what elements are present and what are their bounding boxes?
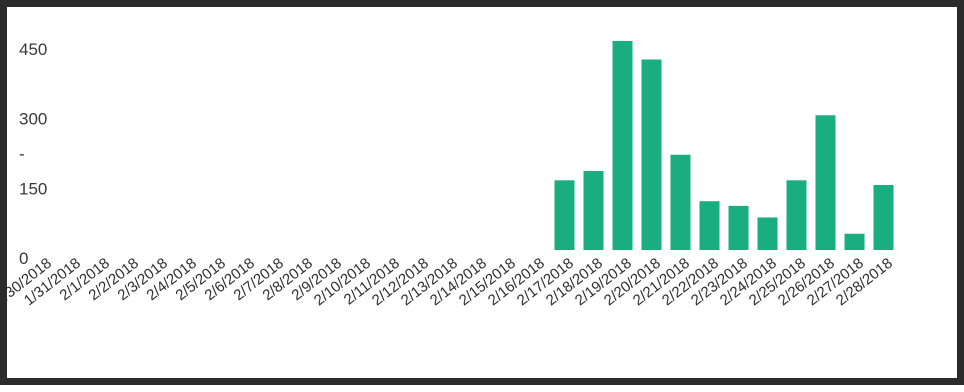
bar-2/20/2018 [641,59,662,251]
y-tick-label: 0 [19,249,28,268]
bar-2/26/2018 [815,115,836,250]
bar-chart: 450300-15001/30/20181/31/20182/1/20182/2… [7,40,896,309]
bar-2/17/2018 [554,180,575,250]
bar-2/19/2018 [612,40,633,250]
y-tick-label: 300 [19,110,47,129]
bar-2/27/2018 [844,233,865,250]
y-tick-label: 150 [19,179,47,198]
bar-2/28/2018 [873,184,894,250]
bar-2/25/2018 [786,180,807,250]
bar-2/18/2018 [583,171,604,250]
bar-2/22/2018 [699,201,720,250]
bar-2/24/2018 [757,217,778,250]
y-tick-label: 450 [19,40,47,59]
bar-2/23/2018 [728,205,749,250]
bar-2/21/2018 [670,154,691,250]
y-tick-label: - [19,144,25,163]
